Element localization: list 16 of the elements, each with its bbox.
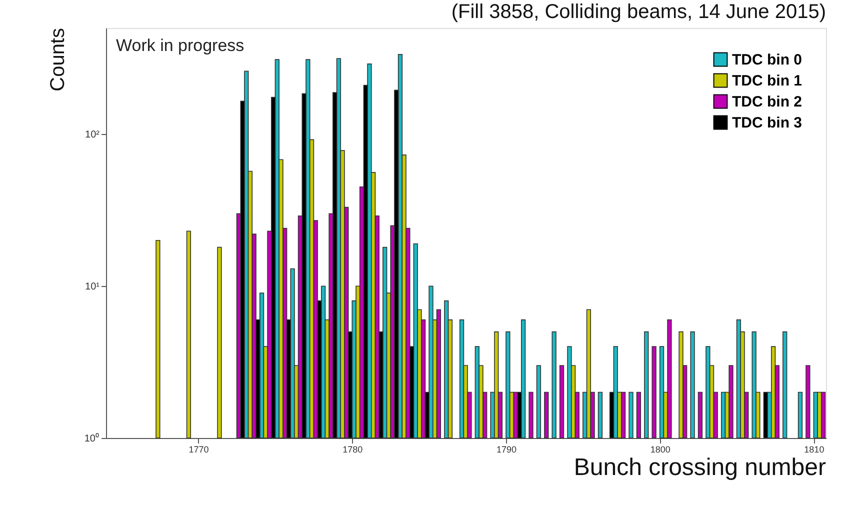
x-tick-label: 1800 — [650, 444, 670, 454]
legend-label: TDC bin 0 — [732, 52, 802, 68]
chart-title: (Fill 3858, Colliding beams, 14 June 2015) — [451, 1, 826, 23]
legend-label: TDC bin 3 — [732, 114, 802, 132]
y-tick-label: 10⁰ — [84, 432, 100, 444]
x-tick-label: 1770 — [188, 444, 209, 454]
x-tick-label: 1790 — [496, 444, 517, 454]
annotation: Work in progress — [116, 36, 244, 55]
y-tick-label: 10¹ — [85, 282, 100, 293]
legend-label: TDC bin 1 — [732, 72, 802, 90]
legend-label: TDC bin 2 — [732, 94, 802, 110]
y-axis-title: Counts — [47, 28, 69, 92]
y-tick-label: 10² — [85, 130, 100, 141]
x-tick-label: 1780 — [342, 444, 363, 454]
x-axis-title: Bunch crossing number — [574, 454, 826, 481]
x-tick-label: 1810 — [804, 444, 824, 454]
